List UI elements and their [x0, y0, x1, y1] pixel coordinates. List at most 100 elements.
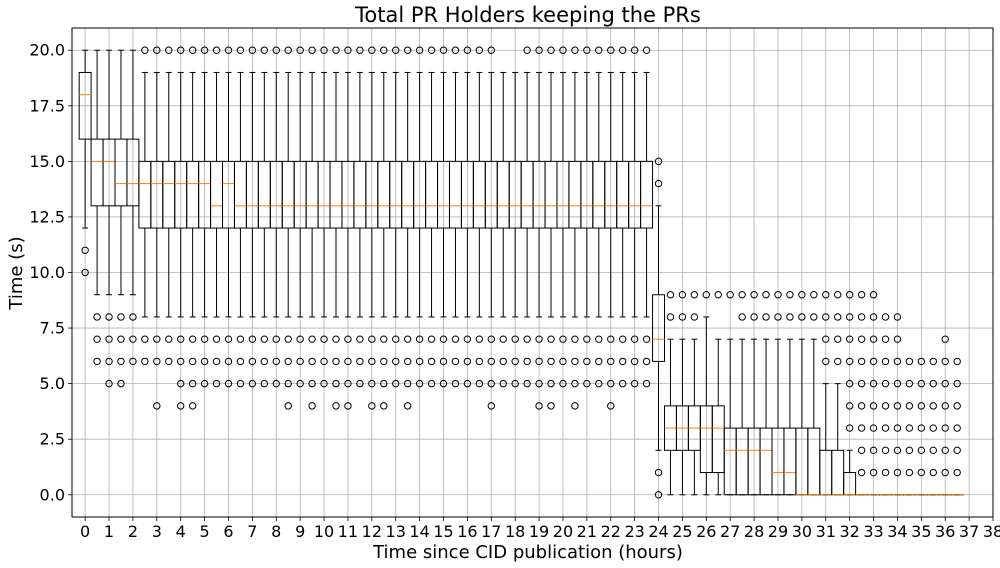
box-item: [855, 291, 869, 496]
flier-point: [845, 291, 854, 299]
flier-point: [774, 313, 782, 321]
flier-point: [284, 379, 292, 388]
flier-point: [308, 357, 316, 366]
flier-point: [857, 424, 866, 432]
flier-point: [905, 468, 914, 477]
flier-point: [726, 291, 734, 299]
x-tick-label: 31: [816, 522, 836, 541]
flier-point: [439, 46, 448, 54]
y-tick-label: 20.0: [29, 41, 65, 60]
flier-point: [296, 379, 304, 388]
flier-point: [344, 46, 352, 54]
flier-point: [153, 357, 161, 366]
flier-point: [857, 335, 866, 343]
flier-point: [368, 357, 376, 366]
flier-point: [177, 402, 185, 410]
flier-point: [654, 468, 663, 477]
flier-point: [284, 357, 292, 366]
flier-point: [200, 379, 209, 388]
flier-point: [917, 468, 926, 477]
flier-point: [141, 335, 149, 343]
flier-point: [618, 46, 627, 54]
flier-point: [869, 357, 878, 366]
flier-point: [690, 313, 699, 321]
flier-point: [941, 446, 949, 455]
flier-point: [618, 335, 627, 343]
flier-point: [881, 313, 890, 321]
flier-point: [917, 379, 926, 388]
y-tick-label: 17.5: [29, 96, 65, 115]
flier-point: [320, 46, 328, 54]
flier-point: [320, 335, 328, 343]
flier-point: [762, 313, 770, 321]
flier-point: [607, 402, 615, 410]
flier-point: [380, 357, 388, 366]
flier-point: [487, 46, 495, 54]
flier-point: [762, 291, 770, 299]
flier-point: [583, 357, 591, 366]
flier-point: [188, 357, 197, 366]
flier-point: [941, 335, 949, 343]
box-item: [879, 313, 892, 496]
flier-point: [857, 402, 866, 410]
flier-point: [953, 446, 961, 455]
flier-point: [308, 379, 316, 388]
box-item: [353, 46, 367, 388]
flier-point: [607, 357, 615, 366]
flier-point: [344, 357, 352, 366]
flier-point: [774, 291, 782, 299]
x-tick-label: 13: [386, 522, 406, 541]
flier-point: [153, 402, 161, 410]
flier-point: [368, 46, 376, 54]
flier-point: [451, 357, 460, 366]
x-axis-label: Time since CID publication (hours): [372, 542, 683, 563]
box-item: [867, 291, 881, 496]
y-tick-label: 0.0: [40, 485, 65, 504]
flier-point: [451, 379, 460, 388]
x-tick-label: 20: [553, 522, 573, 541]
flier-point: [105, 313, 113, 321]
flier-point: [953, 402, 961, 410]
box-item: [496, 71, 510, 388]
flier-point: [845, 335, 854, 343]
flier-point: [475, 379, 484, 388]
flier-point: [117, 313, 125, 321]
flier-point: [738, 291, 746, 299]
flier-point: [415, 357, 424, 366]
y-tick-label: 15.0: [29, 152, 65, 171]
box-item: [532, 46, 546, 410]
flier-point: [893, 468, 902, 477]
flier-point: [857, 379, 866, 388]
flier-point: [881, 357, 890, 366]
x-tick-label: 11: [338, 522, 358, 541]
flier-point: [177, 46, 185, 54]
flier-point: [905, 402, 914, 410]
flier-point: [439, 379, 448, 388]
flier-point: [248, 335, 257, 343]
flier-point: [941, 468, 949, 477]
flier-point: [642, 357, 651, 366]
flier-point: [380, 379, 388, 388]
flier-point: [905, 446, 914, 455]
flier-point: [272, 379, 280, 388]
flier-point: [451, 46, 460, 54]
x-tick-label: 33: [863, 522, 883, 541]
flier-point: [356, 379, 364, 388]
flier-point: [869, 335, 878, 343]
flier-point: [893, 424, 902, 432]
flier-point: [487, 379, 495, 388]
flier-point: [296, 357, 304, 366]
y-tick-label: 12.5: [29, 207, 65, 226]
flier-point: [869, 424, 878, 432]
flier-point: [607, 335, 615, 343]
x-tick-label: 19: [529, 522, 549, 541]
x-tick-label: 7: [247, 522, 257, 541]
flier-point: [308, 335, 316, 343]
flier-point: [368, 335, 376, 343]
flier-point: [583, 46, 591, 54]
box-item: [78, 49, 92, 277]
x-tick-label: 32: [839, 522, 859, 541]
flier-point: [117, 335, 125, 343]
box-item: [831, 291, 845, 496]
flier-point: [834, 357, 842, 366]
